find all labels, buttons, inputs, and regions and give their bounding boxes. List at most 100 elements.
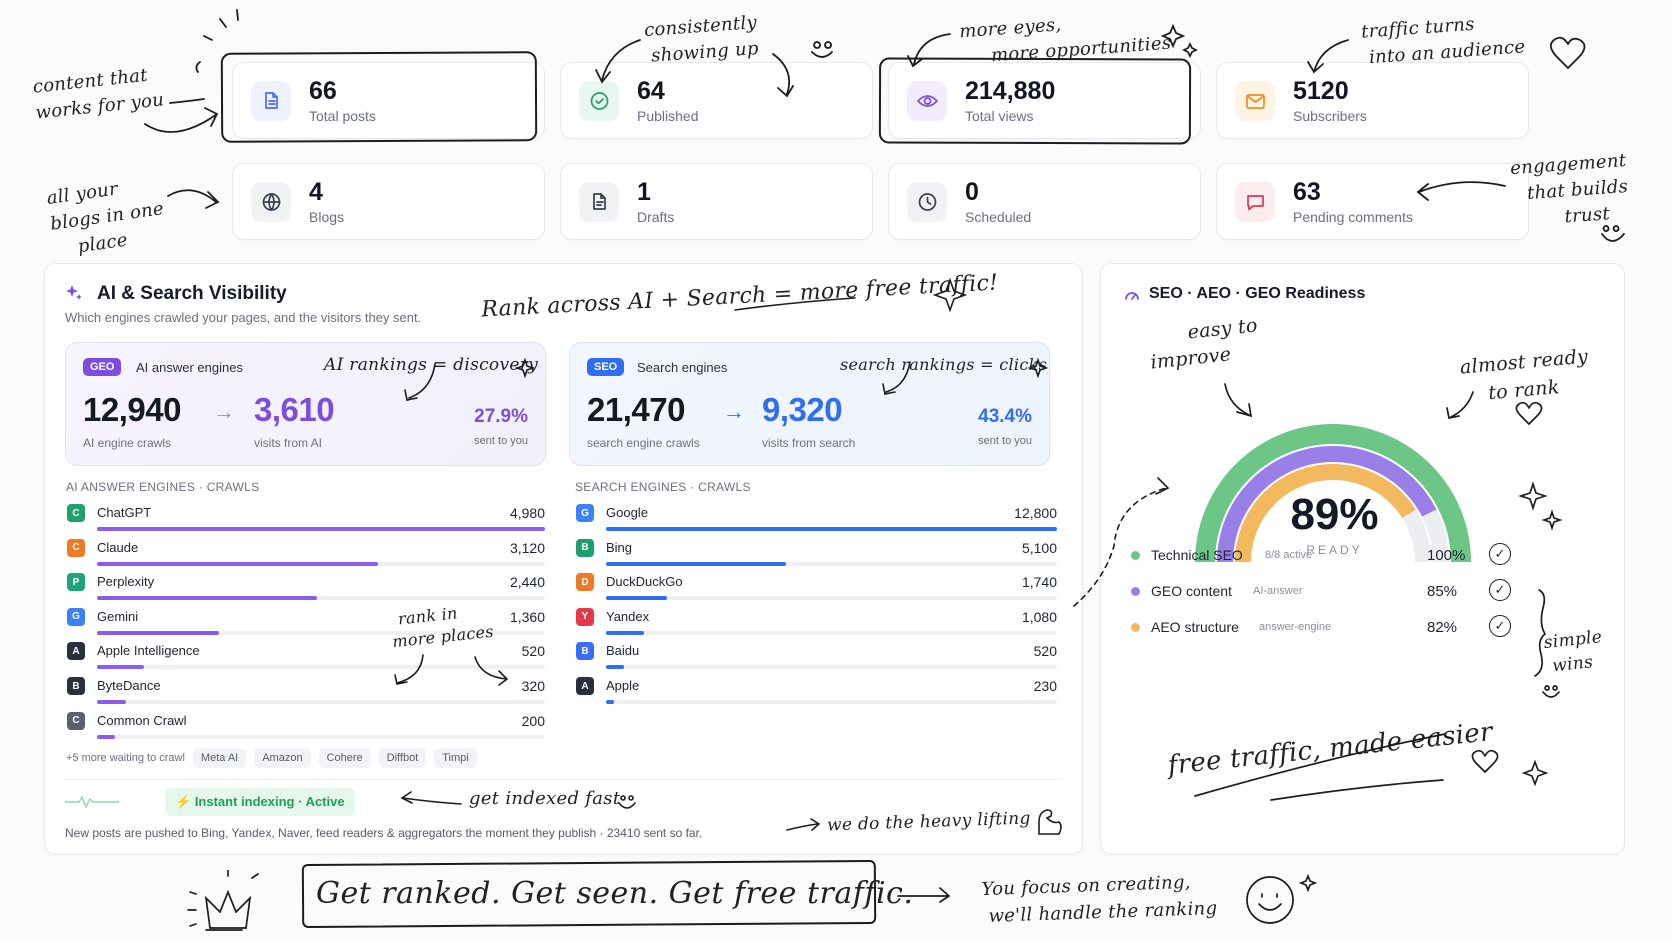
seo-crawls: 21,470 xyxy=(587,391,685,428)
engine-row[interactable]: D DuckDuckGo 1,740 xyxy=(576,570,1057,605)
engine-badge: Y xyxy=(576,607,594,626)
engine-name: Google xyxy=(606,505,648,520)
check-circle-icon: ✓ xyxy=(1489,615,1511,637)
annotation-indexed: get indexed fast xyxy=(469,788,621,809)
stat-card-pending-comments[interactable]: 63 Pending comments xyxy=(1216,163,1529,240)
readiness-item-pct: 85% xyxy=(1427,583,1458,600)
stat-value: 4 xyxy=(309,178,323,206)
engine-row[interactable]: C ChatGPT 4,980 xyxy=(67,501,545,536)
engine-row[interactable]: B ByteDance 320 xyxy=(67,674,545,709)
engine-row[interactable]: A Apple Intelligence 520 xyxy=(67,639,545,674)
seo-summary-card: SEO Search engines search rankings = cli… xyxy=(569,342,1050,466)
stat-value: 5120 xyxy=(1293,77,1349,105)
geo-pill: GEO xyxy=(83,358,122,376)
gauge-ring-technical-seo xyxy=(1195,424,1471,563)
readiness-item-pct: 100% xyxy=(1427,547,1466,564)
engine-value: 520 xyxy=(521,643,545,660)
readiness-item-sub: 8/8 active xyxy=(1265,549,1313,561)
annotation-focus: You focus on creating, we'll handle the r… xyxy=(981,871,1218,927)
engine-bar-track xyxy=(97,630,545,635)
engine-row[interactable]: B Baidu 520 xyxy=(576,639,1057,674)
comment-icon xyxy=(1235,181,1275,222)
stat-label: Total posts xyxy=(309,108,376,124)
search-engines-header: SEARCH ENGINES · CRAWLS xyxy=(575,480,751,494)
readiness-item: GEO content AI-answer 85% ✓ xyxy=(1131,579,1529,606)
waiting-row: +5 more waiting to crawl Meta AI Amazon Co… xyxy=(66,748,477,768)
engine-bar-track xyxy=(97,561,545,566)
engine-value: 2,440 xyxy=(509,574,545,591)
engine-row[interactable]: Y Yandex 1,080 xyxy=(576,605,1057,640)
geo-visits: 3,610 xyxy=(254,391,335,428)
stat-card-published[interactable]: 64 Published xyxy=(560,62,873,139)
engine-bar-fill xyxy=(606,665,625,670)
stat-value: 64 xyxy=(637,77,665,105)
stat-card-subscribers[interactable]: 5120 Subscribers xyxy=(1216,62,1529,139)
engine-value: 3,120 xyxy=(509,539,545,556)
stat-card-blogs[interactable]: 4 Blogs xyxy=(232,163,545,240)
geo-pct: 27.9% xyxy=(474,406,528,427)
readiness-item-sub: AI-answer xyxy=(1253,585,1303,597)
readiness-dot xyxy=(1131,587,1140,596)
eye-icon xyxy=(907,80,947,121)
arrow-right-icon: → xyxy=(723,399,745,424)
geo-crawls-label: AI engine crawls xyxy=(83,436,172,450)
stat-card-drafts[interactable]: 1 Drafts xyxy=(560,163,873,240)
engine-name: Bing xyxy=(606,539,633,555)
waiting-chip: Diffbot xyxy=(378,748,427,768)
engine-value: 12,800 xyxy=(1014,505,1057,521)
engine-row[interactable]: G Gemini 1,360 xyxy=(67,605,545,640)
doodle-indexed xyxy=(400,791,636,809)
engine-badge: G xyxy=(576,504,594,522)
stat-card-scheduled[interactable]: 0 Scheduled xyxy=(888,163,1201,240)
ai-engines-header: AI ANSWER ENGINES · CRAWLS xyxy=(66,480,260,494)
engine-row[interactable]: C Common Crawl 200 xyxy=(67,709,545,744)
engine-row[interactable]: B Bing 5,100 xyxy=(576,536,1057,571)
engine-bar-fill xyxy=(606,700,615,704)
engine-bar-fill xyxy=(97,561,378,566)
seo-visits: 9,320 xyxy=(762,391,843,428)
readiness-score: 89% xyxy=(1290,490,1379,539)
pulse-icon xyxy=(65,795,119,809)
engine-row[interactable]: G Google 12,800 xyxy=(576,501,1057,536)
engine-badge: C xyxy=(67,538,85,557)
readiness-item: Technical SEO 8/8 active 100% ✓ xyxy=(1131,543,1529,570)
engine-row[interactable]: P Perplexity 2,440 xyxy=(67,570,545,605)
engine-value: 5,100 xyxy=(1021,539,1057,556)
engine-value: 1,080 xyxy=(1021,608,1057,625)
engine-row[interactable]: A Apple 230 xyxy=(576,674,1057,709)
stat-card-total-posts[interactable]: 66 Total posts xyxy=(232,62,545,139)
stat-label: Total views xyxy=(965,108,1034,124)
engine-bar-fill xyxy=(97,665,144,670)
engine-name: DuckDuckGo xyxy=(606,574,683,590)
engine-value: 1,740 xyxy=(1021,574,1057,591)
engine-bar-track xyxy=(606,596,1057,601)
mail-icon xyxy=(1235,80,1275,121)
stat-label: Subscribers xyxy=(1293,108,1367,124)
engine-bar-track xyxy=(97,734,545,739)
doodle-readiness xyxy=(1194,383,1563,801)
smiley-icon xyxy=(1246,873,1318,924)
stat-card-total-views[interactable]: 214,880 Total views xyxy=(888,62,1201,139)
stat-value: 63 xyxy=(1293,178,1321,206)
engine-row[interactable]: C Claude 3,120 xyxy=(67,536,545,571)
engine-bar-track xyxy=(606,527,1057,531)
engine-value: 520 xyxy=(1033,643,1057,660)
readiness-panel: SEO · AEO · GEO Readiness easy to improve… xyxy=(1100,263,1625,855)
waiting-chip: Amazon xyxy=(254,748,311,768)
annotation-heavy: we do the heavy lifting xyxy=(826,808,1031,836)
seo-visits-label: visits from search xyxy=(762,436,856,450)
engine-name: Claude xyxy=(97,539,139,555)
slogan-text: Get ranked. Get seen. Get free traffic. xyxy=(316,876,914,911)
globe-icon xyxy=(251,181,291,222)
seo-crawls-label: search engine crawls xyxy=(587,436,700,450)
lightning-icon: ⚡ xyxy=(175,794,192,809)
geo-summary-card: GEO AI answer engines AI rankings = disc… xyxy=(65,342,546,466)
engine-value: 320 xyxy=(521,678,545,694)
seo-note: search rankings = clicks xyxy=(840,355,1048,374)
engine-bar-track xyxy=(97,596,545,601)
engine-name: Gemini xyxy=(97,608,139,624)
panel-title: AI & Search Visibility xyxy=(97,283,287,304)
sparkle-icon xyxy=(65,284,83,307)
readiness-title: SEO · AEO · GEO Readiness xyxy=(1149,285,1366,302)
crown-icon xyxy=(187,870,259,931)
